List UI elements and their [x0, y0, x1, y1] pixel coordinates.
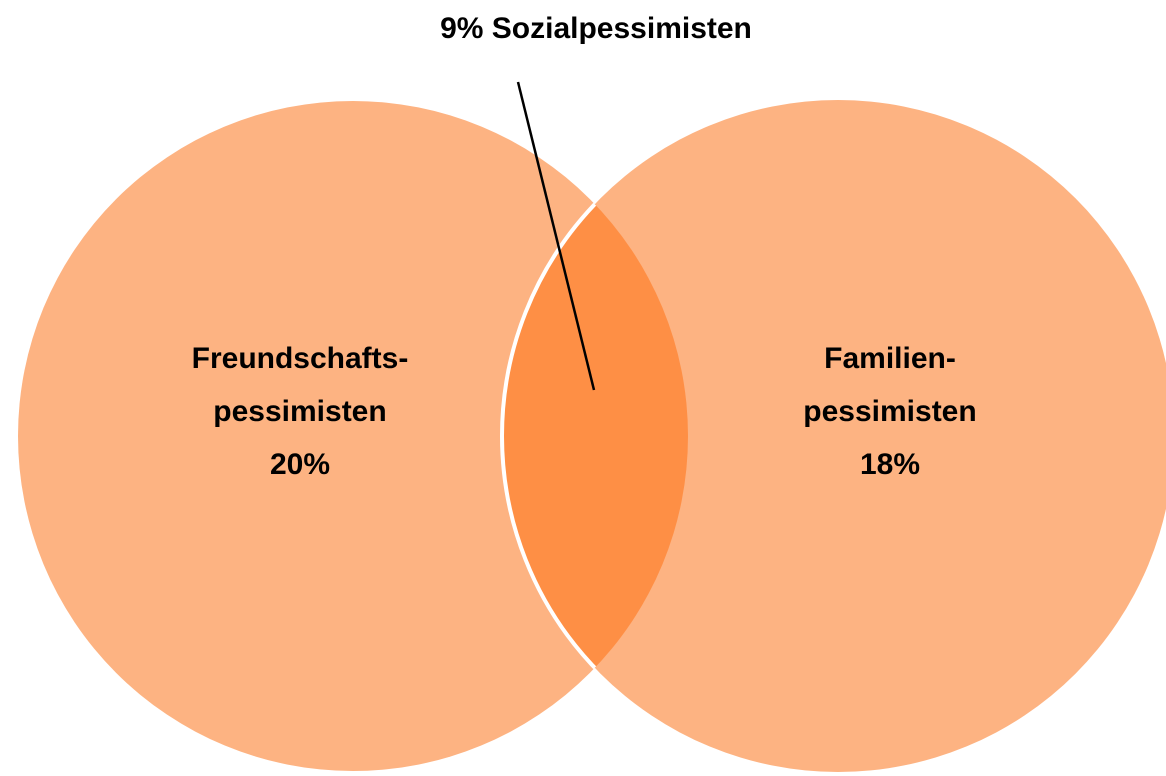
- set-share: 20%: [270, 448, 330, 481]
- set-share: 18%: [860, 448, 920, 481]
- intersection-label: 9% Sozialpessimisten: [440, 12, 752, 45]
- set-circle-right: [502, 100, 1166, 772]
- set-label: pessimisten: [803, 395, 976, 428]
- set-label: Familien-: [824, 342, 956, 375]
- set-circle-left: [18, 101, 688, 771]
- set-label: pessimisten: [213, 395, 386, 428]
- set-label: Freundschafts-: [192, 342, 409, 375]
- callout-line: [516, 81, 596, 391]
